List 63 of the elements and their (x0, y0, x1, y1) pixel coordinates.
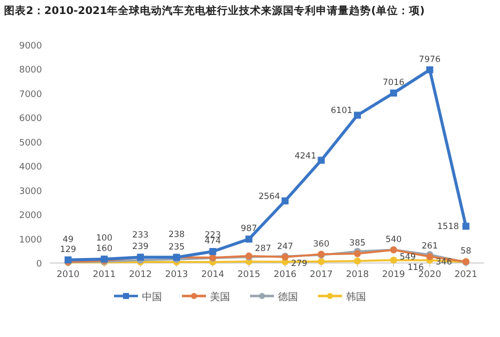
data-label: 279 (291, 259, 308, 270)
point (282, 197, 289, 204)
point (318, 156, 325, 164)
data-label: 129 (60, 244, 76, 255)
x-tick-label: 2010 (56, 270, 80, 280)
point (426, 66, 434, 74)
chart-title: 图表2：2010-2021年全球电动汽车充电桩行业技术来源国专利申请量趋势(单位：项) (4, 4, 425, 17)
data-label: 247 (276, 242, 294, 252)
data-label: 160 (96, 244, 112, 254)
data-label: 2564 (258, 192, 280, 202)
y-tick-label: 4000 (19, 162, 42, 173)
data-label: 239 (132, 242, 149, 252)
x-tick-label: 2015 (237, 270, 260, 280)
y-tick-label: 8000 (19, 66, 42, 76)
x-tick-label: 2013 (165, 270, 188, 280)
point (354, 112, 361, 119)
y-tick-label: 3000 (19, 186, 42, 197)
data-label: 540 (385, 234, 402, 245)
data-label: 987 (240, 224, 258, 234)
point (354, 250, 361, 258)
y-tick-label: 2000 (19, 211, 42, 222)
y-tick-label: 9000 (19, 42, 42, 52)
data-label: 385 (349, 238, 366, 249)
x-tick-label: 2011 (92, 270, 116, 280)
y-tick-label: 6000 (19, 114, 42, 124)
x-tick-label: 2017 (310, 270, 333, 280)
x-tick-label: 2019 (382, 270, 406, 280)
x-tick-label: 2020 (418, 270, 442, 280)
point (209, 248, 216, 256)
y-tick-label: 0 (36, 260, 42, 270)
data-label: 238 (168, 230, 185, 240)
point (390, 90, 398, 97)
x-tick-label: 2014 (201, 270, 224, 280)
legend-label: 德国 (278, 292, 298, 303)
legend-label: 韩国 (346, 291, 366, 303)
data-label: 4241 (294, 151, 316, 162)
data-label: 233 (132, 230, 149, 240)
point (245, 236, 252, 243)
data-label: 7976 (418, 54, 441, 65)
point (390, 256, 398, 264)
data-label: 49 (62, 234, 74, 245)
data-label: 360 (313, 239, 330, 250)
point (462, 222, 470, 230)
legend-label: 美国 (210, 291, 230, 303)
data-label: 100 (96, 234, 112, 244)
data-label: 261 (422, 242, 438, 252)
x-tick-label: 2021 (454, 270, 478, 280)
data-label: 1518 (437, 222, 459, 232)
y-tick-label: 5000 (19, 138, 42, 148)
x-tick-label: 2016 (274, 270, 297, 280)
data-label: 235 (168, 242, 185, 252)
y-tick-label: 1000 (19, 235, 42, 246)
data-label: 58 (460, 246, 472, 257)
y-tick-label: 7000 (19, 90, 42, 100)
legend-label: 中国 (142, 291, 162, 303)
point (354, 258, 361, 265)
data-label: 6101 (330, 106, 352, 116)
x-tick-label: 2018 (346, 270, 370, 280)
x-tick-label: 2012 (128, 270, 152, 280)
point (318, 258, 325, 266)
data-label: 287 (254, 244, 272, 254)
data-label: 7016 (382, 78, 404, 88)
data-label: 474 (204, 236, 221, 247)
